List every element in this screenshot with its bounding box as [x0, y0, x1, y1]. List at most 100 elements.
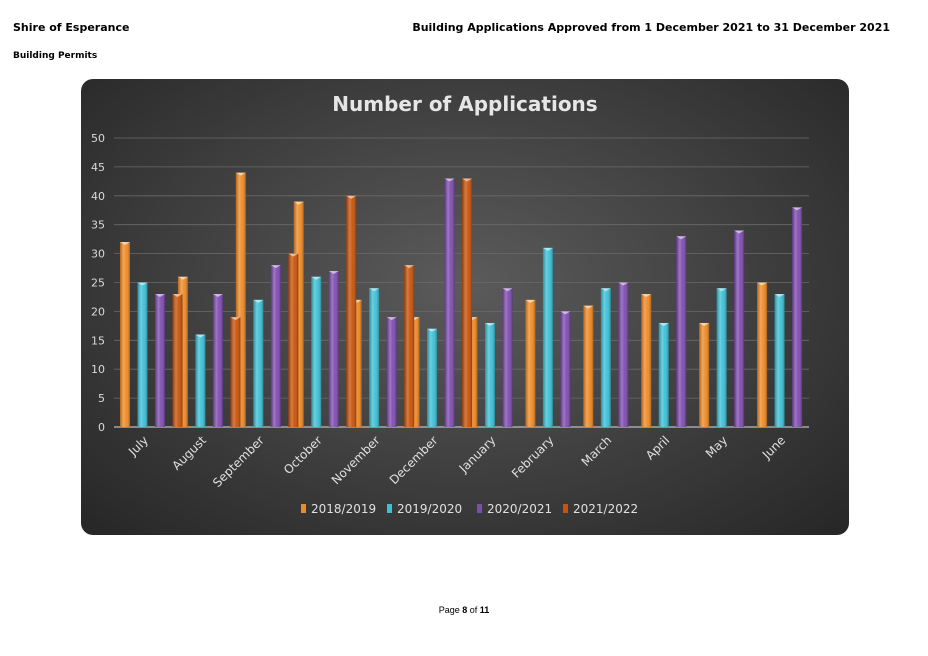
bar-shading — [641, 294, 652, 427]
x-tick-label: May — [703, 433, 730, 460]
bar — [137, 282, 148, 427]
bar-cap — [137, 282, 148, 286]
x-tick-label: November — [329, 433, 383, 487]
bar — [172, 294, 183, 427]
y-tick-label: 50 — [91, 132, 105, 145]
bar-cap — [716, 288, 727, 292]
x-tick-label: April — [643, 433, 672, 462]
bar — [120, 242, 130, 427]
bar-shading — [600, 288, 611, 427]
footer-prefix: Page — [438, 605, 460, 615]
x-tick-label: August — [169, 433, 209, 473]
bar-shading — [235, 172, 246, 427]
section-label: Building Permits — [13, 51, 98, 61]
bar — [427, 328, 438, 427]
bar-shading — [253, 299, 264, 427]
bar — [560, 311, 571, 427]
bar-cap — [328, 270, 339, 274]
bar — [485, 322, 495, 427]
report-title: Building Applications Approved from 1 De… — [412, 21, 890, 34]
bar-shading — [774, 294, 785, 427]
bar-cap — [774, 294, 785, 298]
bar-cap — [583, 305, 594, 309]
bar-shading — [467, 317, 478, 427]
bar-cap — [485, 322, 495, 326]
bar — [641, 294, 652, 427]
y-tick-label: 10 — [91, 363, 105, 376]
bar-cap — [676, 236, 687, 240]
page-footer: Page 8 of 11 — [0, 605, 928, 615]
legend-label: 2021/2022 — [573, 502, 638, 516]
bar — [346, 195, 357, 427]
x-tick-label: December — [387, 433, 441, 487]
bar — [757, 282, 768, 427]
bar-cap — [172, 294, 183, 298]
bar — [734, 230, 745, 427]
legend-label: 2019/2020 — [397, 502, 462, 516]
bar-shading — [734, 230, 745, 427]
bar-cap — [734, 230, 745, 234]
bar-shading — [676, 236, 687, 427]
x-tick-label: September — [210, 433, 267, 490]
bar-shading — [270, 265, 281, 427]
bar-shading — [369, 288, 380, 427]
bar-cap — [120, 242, 130, 246]
bar-shading — [288, 253, 299, 427]
bar-cap — [658, 322, 669, 326]
bar-shading — [525, 299, 536, 427]
bar-cap — [699, 322, 710, 326]
y-tick-label: 30 — [91, 248, 105, 261]
bar-cap — [235, 172, 246, 176]
bar — [288, 253, 299, 427]
bar-cap — [311, 276, 322, 280]
bar-cap — [155, 294, 165, 298]
legend-label: 2020/2021 — [487, 502, 552, 516]
bar-cap — [270, 265, 281, 269]
x-tick-label: July — [125, 433, 151, 459]
y-tick-label: 35 — [91, 219, 105, 232]
bar-chart: Number of Applications 0 5 10 15 20 25 30 35 40 4… — [91, 92, 809, 516]
bar — [293, 201, 304, 427]
x-tick-label: February — [509, 433, 557, 481]
bar — [404, 265, 415, 427]
bar-shading — [311, 276, 322, 427]
bar — [444, 178, 455, 427]
legend-swatch — [387, 504, 392, 513]
bar — [583, 305, 594, 427]
bar-cap — [618, 282, 629, 286]
x-tick-label: June — [759, 433, 788, 462]
bar-shading — [120, 242, 130, 427]
y-tick-label: 45 — [91, 161, 105, 174]
bar-shading — [699, 322, 710, 427]
bar — [311, 276, 322, 427]
bar-cap — [293, 201, 304, 205]
bar-cap — [288, 253, 299, 257]
bar — [386, 317, 397, 427]
footer-of: of — [469, 605, 478, 615]
y-tick-label: 40 — [91, 190, 105, 203]
bar-cap — [792, 207, 803, 211]
bar — [369, 288, 380, 427]
bar-cap — [525, 299, 536, 303]
x-tick-label: January — [456, 433, 499, 476]
bar-cap — [386, 317, 397, 321]
bar-shading — [386, 317, 397, 427]
y-tick-label: 5 — [98, 392, 105, 405]
bar-shading — [155, 294, 165, 427]
legend-label: 2018/2019 — [311, 502, 376, 516]
bar-shading — [542, 247, 553, 427]
bar-shading — [230, 317, 241, 427]
bar-cap — [502, 288, 513, 292]
bar-shading — [346, 195, 357, 427]
chart-title: Number of Applications — [332, 92, 597, 116]
bar-shading — [716, 288, 727, 427]
y-tick-label: 0 — [98, 421, 105, 434]
bar-cap — [404, 265, 415, 269]
bar — [195, 334, 206, 427]
bar-cap — [600, 288, 611, 292]
bar — [716, 288, 727, 427]
bar-shading — [658, 322, 669, 427]
bar-shading — [462, 178, 473, 427]
bar — [542, 247, 553, 427]
bar-shading — [502, 288, 513, 427]
